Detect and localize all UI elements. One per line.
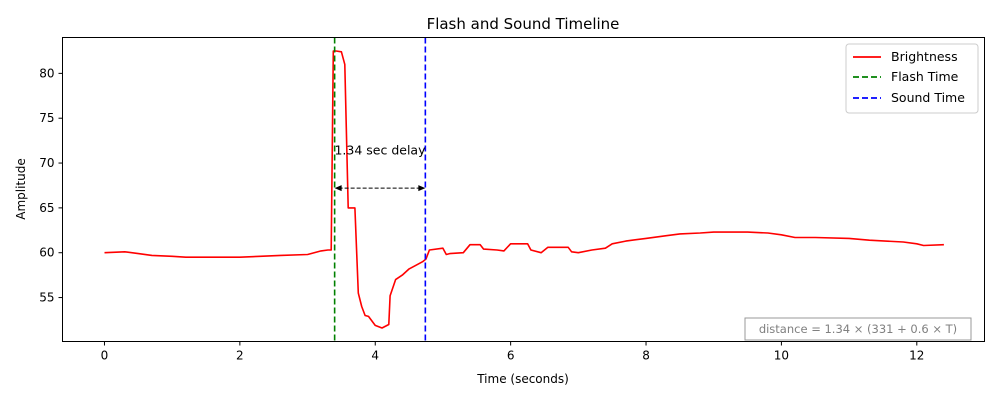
y-tick-label: 65 xyxy=(39,201,54,215)
delay-annotation: 1.34 sec delay xyxy=(334,142,426,157)
x-tick-label: 6 xyxy=(507,349,515,363)
brightness-line xyxy=(104,50,944,329)
legend-label-sound-time: Sound Time xyxy=(891,90,965,105)
formula-frame xyxy=(744,317,972,341)
y-tick-label: 55 xyxy=(39,291,54,305)
y-axis-label: Amplitude xyxy=(14,158,28,220)
y-tick-label: 70 xyxy=(39,156,54,170)
plot-frame xyxy=(62,37,985,342)
x-tick-label: 10 xyxy=(774,349,789,363)
y-tick-label: 60 xyxy=(39,246,54,260)
delay-arrow-head-left xyxy=(334,185,342,192)
formula-text: distance = 1.34 × (331 + 0.6 × T) xyxy=(759,322,957,336)
y-axis-ticks: 55 60 65 70 75 80 xyxy=(39,66,63,305)
legend-label-flash-time: Flash Time xyxy=(891,69,959,84)
x-tick-label: 2 xyxy=(236,349,244,363)
y-tick-label: 75 xyxy=(39,111,54,125)
x-axis-ticks: 0 2 4 6 8 10 12 xyxy=(101,341,924,363)
legend-label-brightness: Brightness xyxy=(891,49,958,64)
x-tick-label: 12 xyxy=(909,349,924,363)
x-tick-label: 8 xyxy=(642,349,650,363)
x-tick-label: 4 xyxy=(371,349,379,363)
legend-box xyxy=(845,43,979,114)
formula-box: distance = 1.34 × (331 + 0.6 × T) xyxy=(744,317,972,341)
delay-arrow-head-right xyxy=(418,185,426,192)
chart-title: Flash and Sound Timeline xyxy=(427,15,620,33)
x-tick-label: 0 xyxy=(101,349,109,363)
y-tick-label: 80 xyxy=(39,66,54,80)
x-axis-label: Time (seconds) xyxy=(476,372,569,386)
legend: Brightness Flash Time Sound Time xyxy=(845,43,979,114)
